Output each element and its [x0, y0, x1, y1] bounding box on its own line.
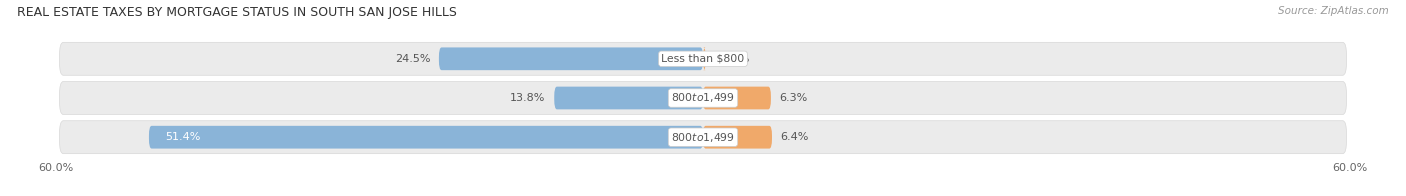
Text: $800 to $1,499: $800 to $1,499 [671, 131, 735, 144]
Text: Less than $800: Less than $800 [661, 54, 745, 64]
FancyBboxPatch shape [703, 87, 770, 109]
FancyBboxPatch shape [59, 82, 1347, 114]
FancyBboxPatch shape [149, 126, 703, 149]
Text: 0.26%: 0.26% [714, 54, 749, 64]
Text: 51.4%: 51.4% [165, 132, 201, 142]
FancyBboxPatch shape [554, 87, 703, 109]
FancyBboxPatch shape [703, 126, 772, 149]
FancyBboxPatch shape [439, 47, 703, 70]
Text: 24.5%: 24.5% [395, 54, 430, 64]
Text: REAL ESTATE TAXES BY MORTGAGE STATUS IN SOUTH SAN JOSE HILLS: REAL ESTATE TAXES BY MORTGAGE STATUS IN … [17, 6, 457, 19]
Text: $800 to $1,499: $800 to $1,499 [671, 92, 735, 104]
FancyBboxPatch shape [59, 42, 1347, 75]
FancyBboxPatch shape [703, 47, 706, 70]
Text: Source: ZipAtlas.com: Source: ZipAtlas.com [1278, 6, 1389, 16]
Text: 6.3%: 6.3% [779, 93, 808, 103]
Text: 6.4%: 6.4% [780, 132, 808, 142]
FancyBboxPatch shape [59, 121, 1347, 154]
Text: 13.8%: 13.8% [510, 93, 546, 103]
